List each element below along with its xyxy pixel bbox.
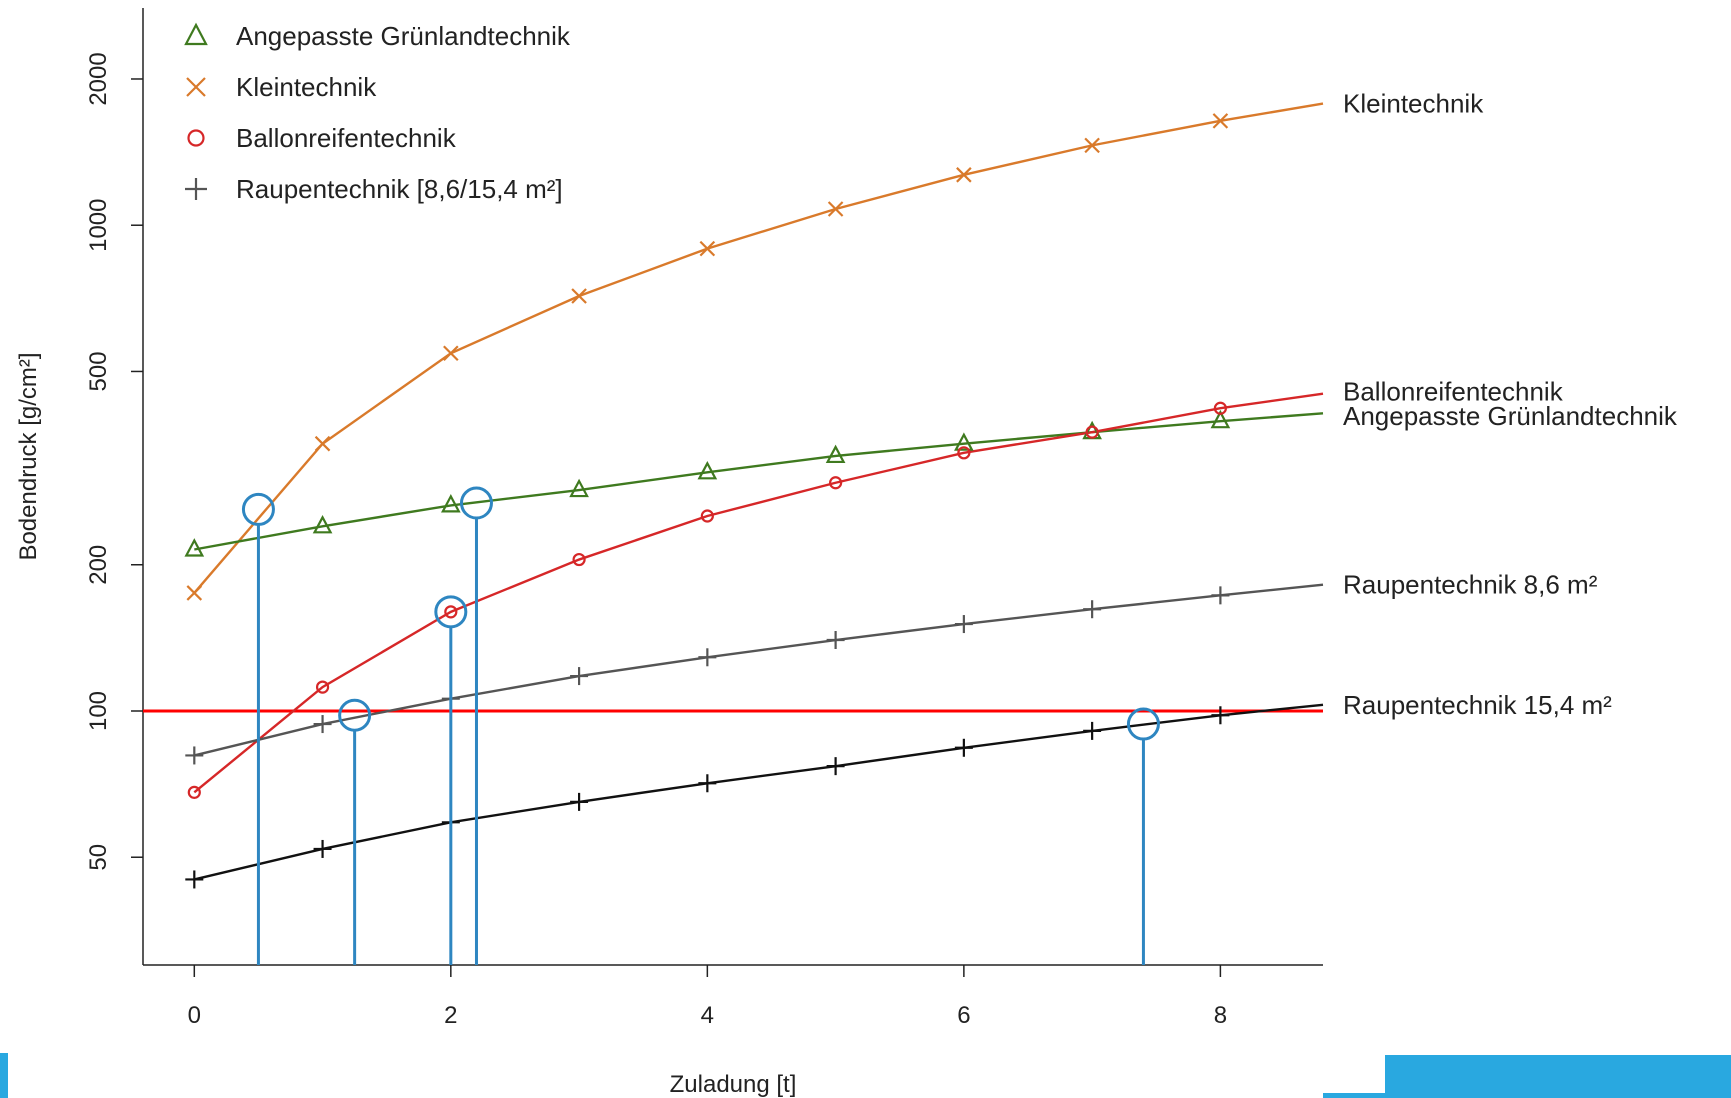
data-point bbox=[1211, 706, 1230, 725]
data-point bbox=[954, 738, 973, 757]
data-point bbox=[312, 514, 333, 534]
data-point bbox=[697, 460, 718, 480]
legend-marker bbox=[187, 129, 205, 147]
data-point bbox=[185, 746, 204, 765]
data-point bbox=[313, 839, 332, 858]
x-tick-label: 4 bbox=[701, 1002, 714, 1029]
legend-marker bbox=[184, 22, 208, 46]
data-point bbox=[1084, 137, 1100, 154]
accent-bar-strip bbox=[1323, 1093, 1385, 1098]
axes: 0 2 4 6 8 50 100 200 500 1000 2000 bbox=[85, 8, 1323, 1029]
series-end-label: Kleintechnik bbox=[1343, 89, 1484, 119]
data-point-b bbox=[571, 288, 587, 304]
highlight-circle bbox=[1126, 707, 1160, 741]
data-point bbox=[954, 615, 973, 634]
data-point bbox=[825, 444, 846, 464]
accent-bar-right bbox=[1385, 1055, 1731, 1098]
series-end-label: Angepasste Grünlandtechnik bbox=[1343, 401, 1678, 431]
data-point bbox=[572, 552, 586, 567]
series-line bbox=[194, 703, 1324, 881]
data-point bbox=[829, 476, 843, 490]
data-point-b bbox=[827, 201, 844, 217]
data-point bbox=[443, 345, 459, 362]
data-point bbox=[827, 201, 844, 217]
data-point bbox=[698, 648, 717, 667]
data-point bbox=[1083, 600, 1102, 619]
y-tick-label: 1000 bbox=[85, 199, 112, 252]
highlight-circle bbox=[338, 698, 372, 732]
y-tick-label: 50 bbox=[85, 844, 112, 871]
x-axis-title: Zuladung [t] bbox=[670, 1071, 797, 1098]
data-point bbox=[569, 478, 589, 498]
data-point bbox=[1212, 113, 1229, 129]
data-point bbox=[315, 680, 330, 694]
series-lines bbox=[143, 102, 1324, 881]
x-tick-label: 6 bbox=[957, 1002, 970, 1029]
highlights bbox=[241, 486, 1160, 965]
data-point bbox=[1210, 409, 1231, 429]
series-line bbox=[194, 412, 1324, 551]
x-tick-label: 8 bbox=[1214, 1002, 1227, 1029]
data-point bbox=[1213, 401, 1227, 415]
legend: Angepasste Grünlandtechnik Kleintechnik Ba… bbox=[184, 21, 571, 204]
data-point bbox=[698, 774, 717, 793]
data-point bbox=[954, 432, 974, 451]
data-point-b bbox=[699, 240, 716, 257]
data-point bbox=[444, 605, 458, 619]
legend-marker bbox=[186, 77, 206, 97]
data-point bbox=[185, 870, 204, 889]
data-point-b bbox=[443, 345, 459, 362]
y-tick-label: 100 bbox=[85, 691, 112, 731]
series-end-label: Raupentechnik 15,4 m² bbox=[1343, 690, 1612, 720]
series-end-label: Ballonreifentechnik bbox=[1343, 376, 1564, 406]
accent-bar-left bbox=[0, 1053, 8, 1098]
series-line bbox=[194, 583, 1324, 757]
highlight-circle bbox=[459, 486, 493, 520]
data-point bbox=[184, 538, 205, 557]
data-point bbox=[957, 446, 971, 460]
data-point bbox=[1085, 425, 1099, 439]
legend-marker-b bbox=[186, 77, 206, 97]
series-line bbox=[193, 392, 1324, 794]
data-point bbox=[956, 167, 972, 183]
data-point bbox=[313, 715, 332, 734]
x-tick-label: 0 bbox=[188, 1002, 201, 1029]
data-point bbox=[1083, 721, 1102, 740]
data-point bbox=[571, 288, 587, 304]
y-tick-label: 2000 bbox=[85, 52, 112, 105]
series-end-label: Raupentechnik 8,6 m² bbox=[1343, 570, 1598, 600]
data-point bbox=[186, 585, 203, 601]
x-tick-label: 2 bbox=[444, 1002, 457, 1029]
highlight-circle bbox=[434, 595, 468, 629]
data-point bbox=[570, 792, 589, 811]
y-tick-label: 200 bbox=[85, 545, 112, 585]
legend-label: Ballonreifentechnik bbox=[236, 123, 457, 153]
y-tick-label: 500 bbox=[85, 351, 112, 391]
data-point bbox=[699, 240, 716, 257]
data-point bbox=[826, 631, 845, 650]
data-point bbox=[314, 435, 331, 452]
highlight-circle bbox=[241, 492, 275, 526]
data-point-b bbox=[186, 585, 203, 601]
data-point bbox=[1211, 586, 1230, 605]
legend-label: Angepasste Grünlandtechnik bbox=[236, 21, 571, 51]
legend-marker bbox=[185, 178, 207, 200]
series-line bbox=[193, 102, 1324, 594]
series-labels: Kleintechnik BallonreifentechnikAngepasst… bbox=[1343, 89, 1678, 720]
legend-label: Kleintechnik bbox=[236, 72, 377, 102]
data-point-b bbox=[1212, 113, 1229, 129]
data-point-b bbox=[956, 167, 972, 183]
series-markers bbox=[184, 113, 1231, 889]
data-point-b bbox=[314, 435, 331, 452]
slide-decor bbox=[0, 1053, 1731, 1098]
data-point bbox=[570, 667, 589, 686]
y-axis-title: Bodendruck [g/cm²] bbox=[15, 352, 42, 560]
data-point bbox=[826, 757, 845, 776]
data-point bbox=[187, 785, 201, 799]
data-point bbox=[440, 494, 461, 513]
data-point-b bbox=[1084, 137, 1100, 154]
data-point bbox=[700, 509, 714, 523]
legend-label: Raupentechnik [8,6/15,4 m²] bbox=[236, 174, 563, 204]
